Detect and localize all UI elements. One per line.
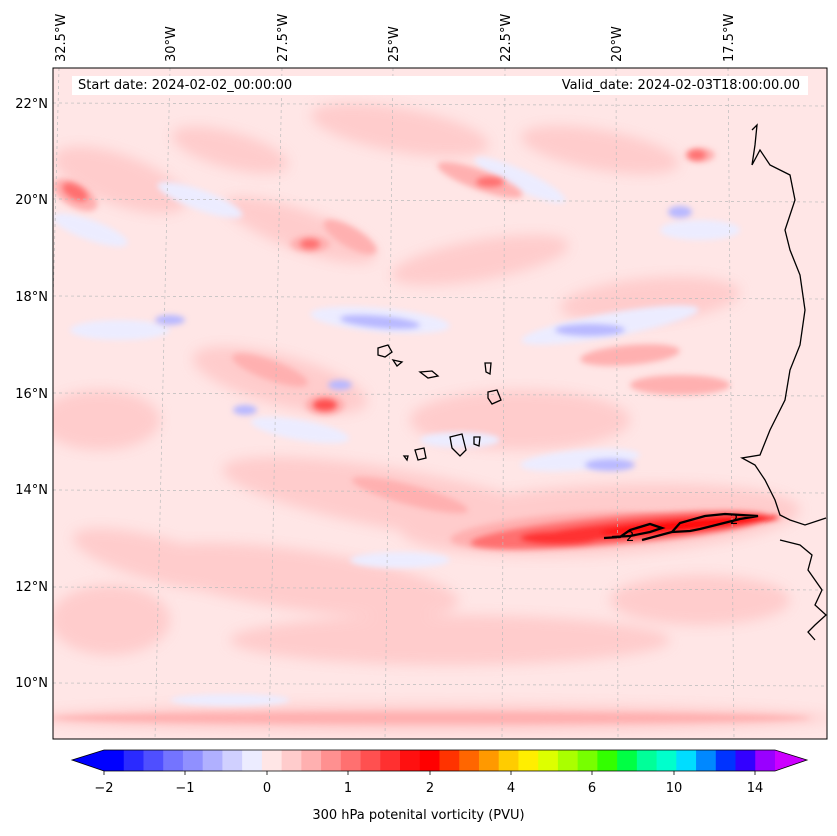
island-sal: [484, 362, 492, 376]
map-frame: [52, 67, 828, 740]
island-fogo: [414, 447, 427, 461]
lon-label-30w: 30°W: [164, 26, 179, 62]
colorbar-under-arrow: [72, 750, 104, 771]
colorbar-segment: [419, 750, 441, 771]
colorbar-tick-label: 6: [587, 781, 597, 796]
contour-label-2-east: 2: [730, 513, 739, 528]
colorbar-tick-label: 10: [665, 781, 683, 796]
colorbar-over-arrow: [775, 750, 807, 771]
colorbar-segment: [261, 750, 283, 771]
valid-date: Valid_date: 2024-02-03T18:00:00.00: [561, 78, 800, 93]
graticule-lon-27-5: [268, 68, 283, 739]
graticule-lon-17-5: [727, 68, 735, 739]
lat-label-12n: 12°N: [15, 580, 48, 595]
colorbar-ticks: [103, 771, 756, 775]
contour-label-2-west: 2: [626, 530, 635, 545]
graticule-lon-20: [615, 68, 619, 739]
colorbar-segment: [735, 750, 756, 771]
colorbar-segment: [557, 750, 579, 771]
colorbar-segment: [656, 750, 677, 771]
colorbar-segment: [478, 750, 500, 771]
colorbar-tick-label: 1: [343, 781, 353, 796]
colorbar: [70, 749, 809, 775]
colorbar-tick-label: 4: [506, 781, 516, 796]
pv-blue-medium: [155, 206, 692, 471]
colorbar-segment: [340, 750, 362, 771]
colorbar-segment: [538, 750, 559, 771]
colorbar-segment: [518, 750, 539, 771]
lon-label-20w: 20°W: [610, 26, 625, 62]
colorbar-tick-label: 14: [746, 781, 764, 796]
pv-field: [53, 68, 827, 739]
colorbar-tick-label: 2: [425, 781, 435, 796]
island-sao-vicente: [391, 359, 404, 367]
graticule-lon-30: [154, 68, 171, 739]
colorbar-tick-label: −2: [94, 781, 114, 796]
colorbar-segment: [676, 750, 697, 771]
lat-label-16n: 16°N: [15, 387, 48, 402]
colorbar-segment: [182, 750, 204, 771]
lon-label-27-5w: 27.5°W: [276, 13, 291, 62]
lat-label-20n: 20°N: [15, 193, 48, 208]
colorbar-segment: [380, 750, 401, 771]
colorbar-segment: [222, 750, 243, 771]
colorbar-segment: [104, 750, 125, 771]
start-date: Start date: 2024-02-02_00:00:00: [78, 78, 293, 93]
colorbar-segments: [104, 750, 776, 771]
colorbar-segment: [301, 750, 322, 771]
lon-label-17-5w: 17.5°W: [722, 13, 737, 62]
colorbar-segment: [242, 750, 263, 771]
date-banner: Start date: 2024-02-02_00:00:00 Valid_da…: [72, 76, 808, 95]
colorbar-segment: [459, 750, 480, 771]
colorbar-segment: [321, 750, 342, 771]
guinea-bissau-coastline: [779, 539, 827, 641]
colorbar-segment: [360, 750, 381, 771]
lat-label-10n: 10°N: [15, 676, 48, 691]
lon-label-25w: 25°W: [387, 26, 402, 62]
island-santiago: [449, 433, 467, 457]
colorbar-segment: [696, 750, 717, 771]
colorbar-segment: [577, 750, 598, 771]
graticule-lon-22-5: [501, 68, 506, 739]
colorbar-segment: [163, 750, 184, 771]
colorbar-tick-label: 0: [262, 781, 272, 796]
colorbar-tick-label: −1: [175, 781, 195, 796]
lon-label-22-5w: 22.5°W: [499, 13, 514, 62]
colorbar-segment: [123, 750, 145, 771]
colorbar-segment: [617, 750, 638, 771]
colorbar-segment: [439, 750, 460, 771]
lat-label-18n: 18°N: [15, 290, 48, 305]
pv-2-contour: [603, 512, 759, 542]
coastlines: [377, 123, 827, 641]
graticule: [53, 68, 827, 739]
colorbar-segment: [498, 750, 520, 771]
africa-coastline: [740, 123, 827, 526]
lon-label-32-5w: 32.5°W: [54, 13, 69, 62]
colorbar-segment: [281, 750, 302, 771]
lat-label-22n: 22°N: [15, 97, 48, 112]
graticule-lon-25: [384, 68, 394, 739]
colorbar-segment: [143, 750, 164, 771]
island-boa-vista: [487, 389, 502, 405]
island-santo-antao: [377, 344, 393, 358]
colorbar-segment: [202, 750, 224, 771]
island-sao-nicolau: [418, 370, 440, 379]
colorbar-segment: [715, 750, 737, 771]
island-brava: [402, 455, 409, 462]
colorbar-segment: [597, 750, 618, 771]
colorbar-segment: [755, 750, 776, 771]
island-maio: [473, 436, 481, 447]
colorbar-label: 300 hPa potenital vorticity (PVU): [312, 808, 525, 823]
colorbar-segment: [400, 750, 421, 771]
lat-label-14n: 14°N: [15, 483, 48, 498]
colorbar-segment: [636, 750, 658, 771]
